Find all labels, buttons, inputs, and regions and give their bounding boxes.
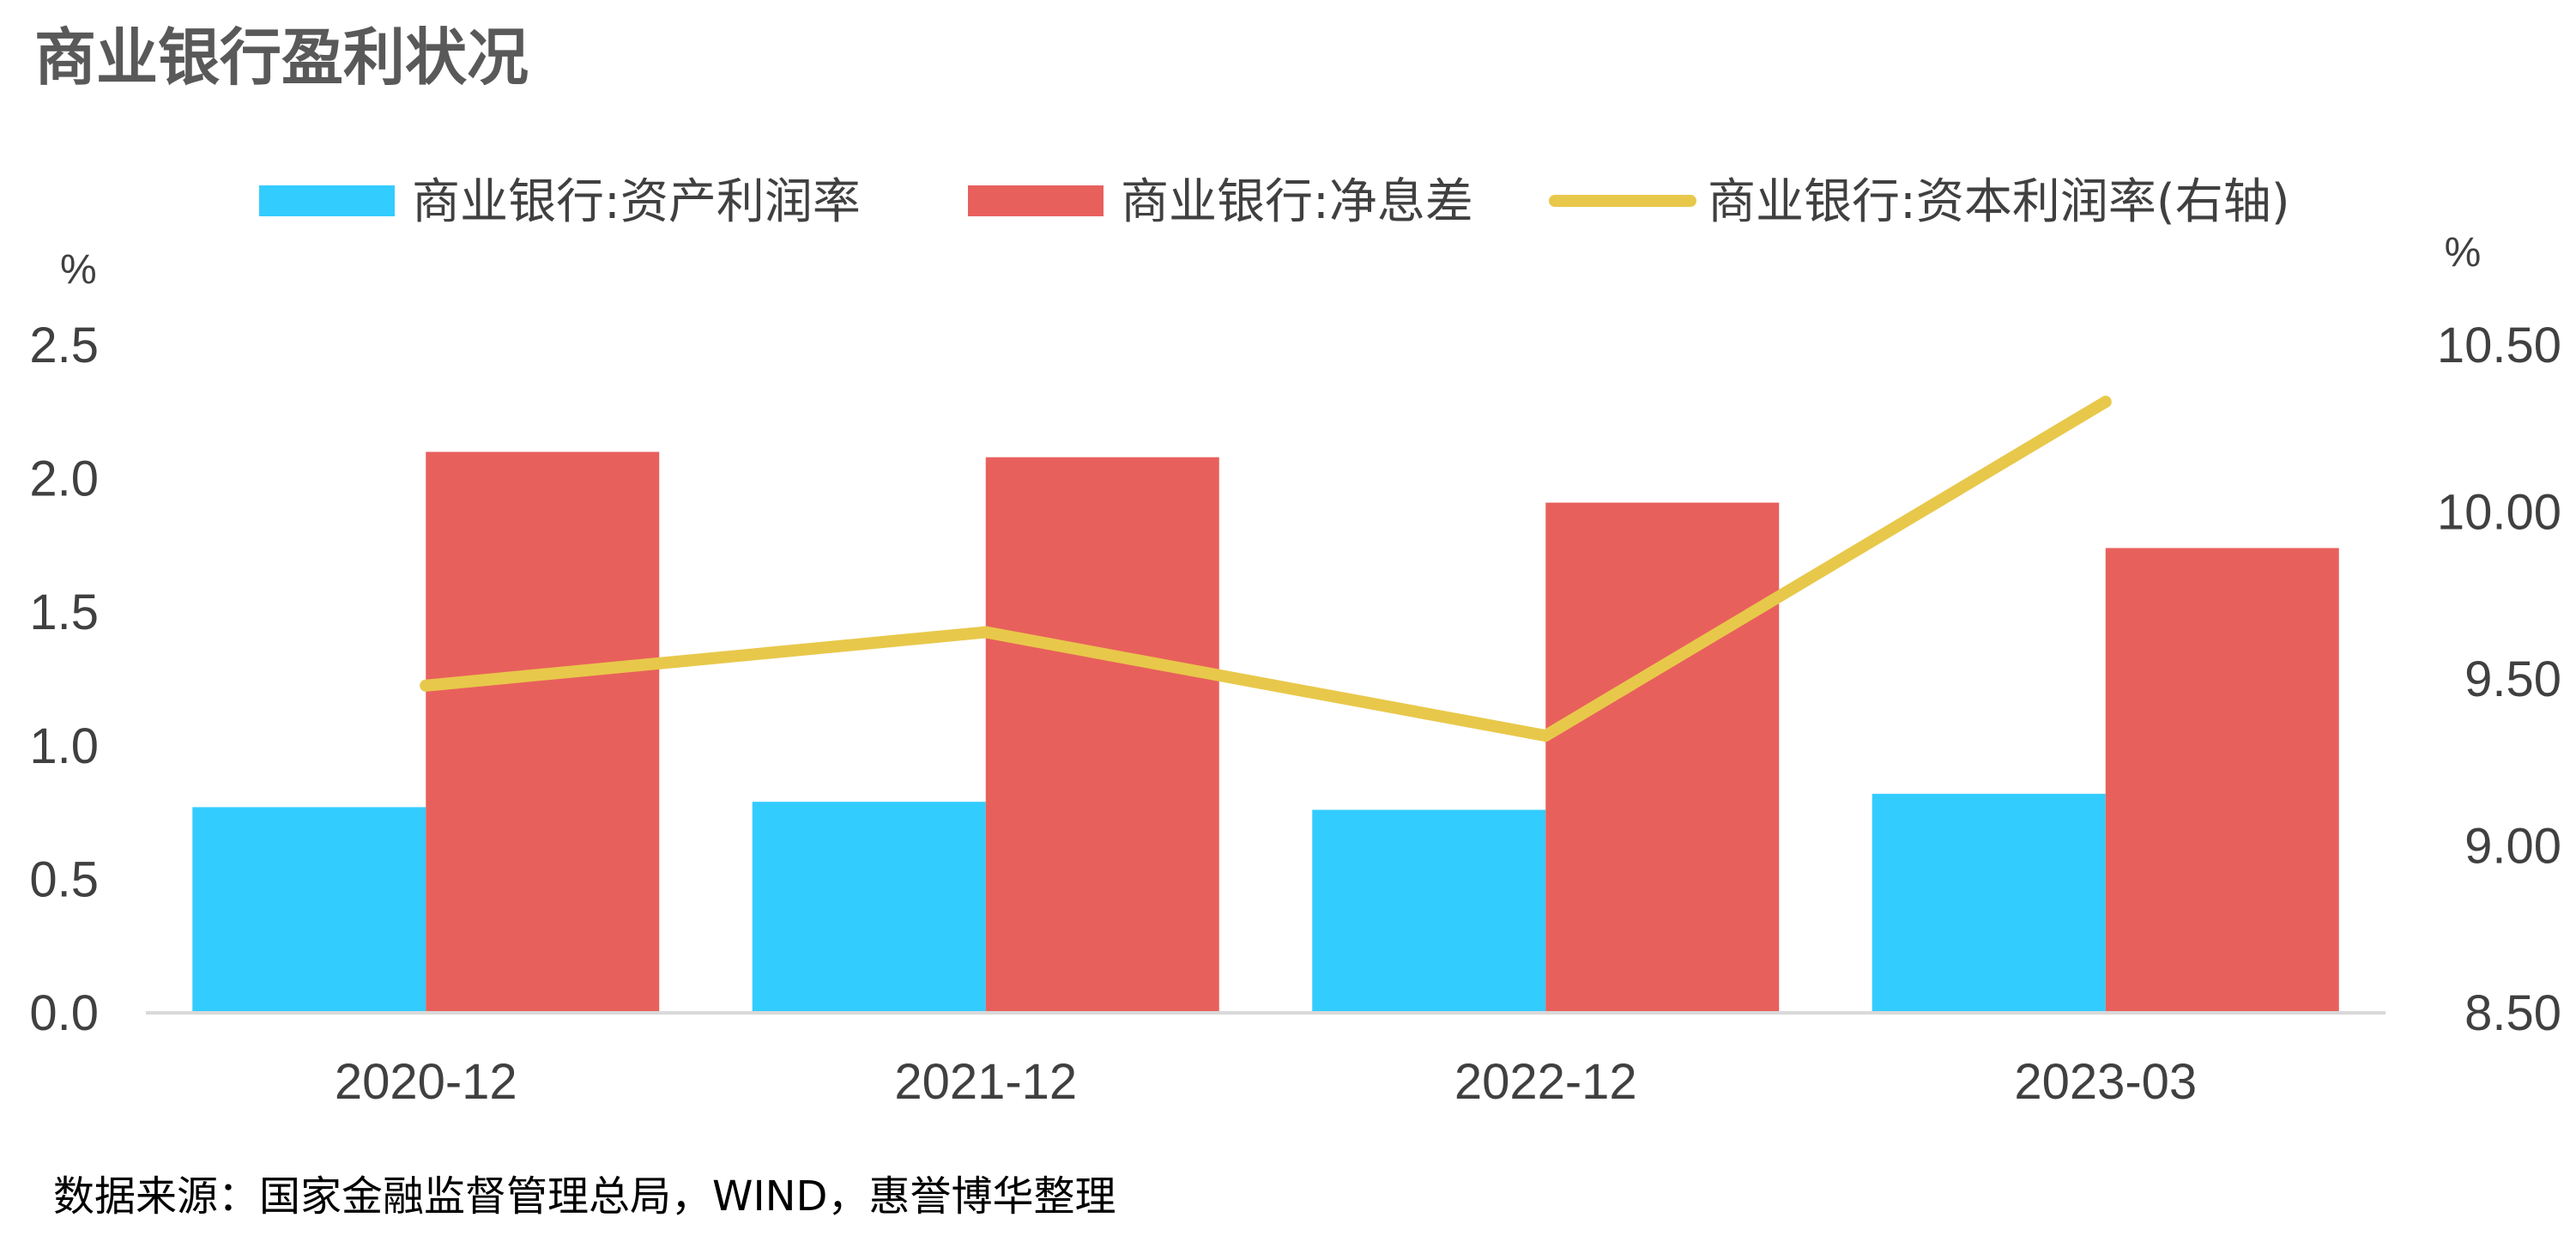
line-point [1539,730,1552,742]
bar-asset-return [752,802,986,1013]
legend-label: 商业银行:资产利润率 [412,174,861,230]
line-point [2099,396,2112,409]
bar-net-interest-margin [426,451,660,1013]
left-tick-label: 2.0 [29,451,99,507]
legend-swatch [259,185,395,216]
legend-label: 商业银行:净息差 [1121,174,1473,230]
line-series [420,396,2112,742]
chart-title: 商业银行盈利状况 [34,21,529,94]
left-tick-label: 0.5 [29,851,99,907]
right-tick-label: 9.50 [2464,651,2561,707]
left-axis-unit: % [60,247,97,293]
left-tick-label: 1.0 [29,718,99,774]
left-tick-label: 1.5 [29,585,99,640]
legend: 商业银行:资产利润率 商业银行:净息差 商业银行:资本利润率(右轴) [259,174,2290,230]
legend-label: 商业银行:资本利润率(右轴) [1708,174,2290,230]
right-tick-label: 8.50 [2464,985,2561,1041]
bar-net-interest-margin [2105,548,2339,1013]
line-point [420,679,432,692]
right-axis-unit: % [2445,230,2482,276]
legend-swatch [968,185,1104,216]
left-tick-label: 0.0 [29,985,99,1041]
x-axis-ticks: 2020-12 2021-12 2022-12 2023-03 [335,1054,2197,1110]
bar-asset-return [192,807,426,1013]
x-tick-label: 2023-03 [2014,1054,2197,1110]
x-tick-label: 2022-12 [1454,1054,1637,1110]
source-note: 数据来源：国家金融监督管理总局，WIND，惠誉博华整理 [53,1172,1116,1221]
bar-asset-return [1872,793,2106,1013]
x-tick-label: 2021-12 [894,1054,1077,1110]
right-tick-label: 9.00 [2464,819,2561,875]
bar-net-interest-margin [985,457,1219,1013]
line-capital-return [420,396,2112,742]
right-axis-ticks: 8.50 9.00 9.50 10.00 10.50 [2437,318,2561,1041]
line-point [979,626,992,639]
bar-asset-return [1312,809,1546,1013]
right-tick-label: 10.50 [2437,318,2561,373]
left-axis-ticks: 0.0 0.5 1.0 1.5 2.0 2.5 [29,318,99,1041]
bar-net-interest-margin [1545,502,1780,1013]
right-tick-label: 10.00 [2437,485,2561,541]
bar-series [192,451,2339,1013]
left-tick-label: 2.5 [29,318,99,373]
x-tick-label: 2020-12 [335,1054,517,1110]
